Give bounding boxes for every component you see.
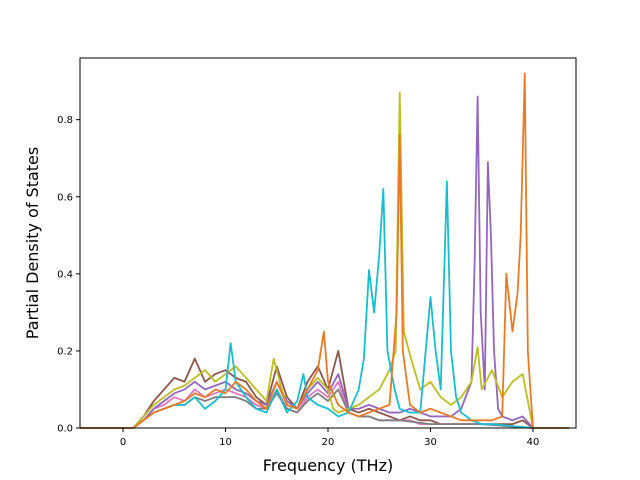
x-tick-label: 0 bbox=[120, 437, 126, 448]
x-axis-label: Frequency (THz) bbox=[263, 456, 393, 475]
series-line-4 bbox=[80, 95, 569, 429]
x-tick-label: 40 bbox=[527, 437, 540, 448]
x-tick-label: 20 bbox=[322, 437, 335, 448]
y-tick-label: 0.6 bbox=[57, 192, 73, 203]
series-line-5 bbox=[80, 91, 569, 429]
series-line-7 bbox=[80, 72, 569, 429]
y-tick-label: 0.4 bbox=[57, 269, 73, 280]
y-axis-label: Partial Density of States bbox=[23, 147, 42, 339]
x-axis: 0 10 20 30 40 bbox=[120, 428, 539, 448]
y-axis: 0.0 0.2 0.4 0.6 0.8 bbox=[57, 115, 80, 435]
x-tick-label: 10 bbox=[219, 437, 232, 448]
y-tick-label: 0.0 bbox=[57, 424, 73, 435]
y-tick-label: 0.8 bbox=[57, 115, 73, 126]
y-tick-label: 0.2 bbox=[57, 346, 73, 357]
plot-background bbox=[80, 58, 576, 428]
series-layer bbox=[80, 72, 569, 429]
series-line-6 bbox=[80, 180, 569, 429]
x-tick-label: 30 bbox=[424, 437, 437, 448]
